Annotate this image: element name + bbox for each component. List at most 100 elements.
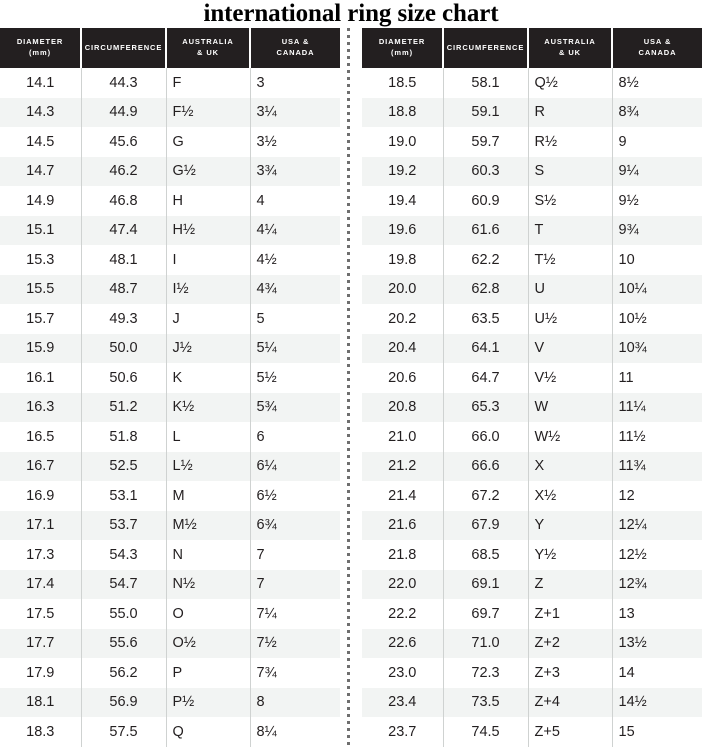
cell-australia-uk: H (166, 186, 251, 216)
cell-diameter: 23.7 (362, 717, 444, 747)
column-header-diameter-line1: DIAMETER (378, 37, 426, 47)
cell-circumference: 53.7 (81, 510, 167, 540)
cell-australia-uk: X (528, 451, 613, 481)
table-row: 21.2 66.6 X 11¾ (362, 451, 702, 481)
table-row: 14.1 44.3 F 3 (0, 68, 340, 98)
cell-australia-uk: K (166, 363, 251, 393)
cell-australia-uk: U½ (528, 304, 613, 334)
cell-usa-canada: 4¾ (256, 281, 277, 298)
ring-size-table-right: DIAMETER (mm) CIRCUMFERENCE AUSTRALIA & … (362, 28, 702, 747)
cell-australia-uk: L (166, 422, 251, 452)
cell-diameter: 14.3 (0, 97, 82, 127)
cell-australia-uk: J (166, 304, 251, 334)
cell-diameter: 22.2 (362, 599, 444, 629)
cell-diameter: 14.1 (0, 68, 82, 98)
table-row: 15.7 49.3 J 5 (0, 304, 340, 334)
cell-australia-uk: W (528, 392, 613, 422)
cell-circumference: 62.8 (443, 274, 529, 304)
table-row: 20.8 65.3 W 11¼ (362, 392, 702, 422)
cell-diameter: 16.9 (0, 481, 82, 511)
left-table-block: DIAMETER (mm) CIRCUMFERENCE AUSTRALIA & … (0, 28, 340, 747)
cell-usa-canada: 3¼ (256, 104, 277, 121)
column-header-circumference: CIRCUMFERENCE (81, 28, 167, 68)
cell-circumference: 55.0 (81, 599, 167, 629)
table-row: 17.9 56.2 P 7¾ (0, 658, 340, 688)
cell-usa-canada: 8 (256, 694, 265, 711)
table-row: 18.3 57.5 Q 8¼ (0, 717, 340, 747)
cell-australia-uk: T (528, 215, 613, 245)
cell-diameter: 15.3 (0, 245, 82, 275)
cell-diameter: 16.3 (0, 392, 82, 422)
table-body-left: 14.1 44.3 F 3 14.3 44.9 F½ 3¼ 14.5 45.6 G 3½ 14.7 46.… (0, 68, 340, 747)
cell-circumference: 47.4 (81, 215, 167, 245)
table-row: 18.8 59.1 R 8¾ (362, 97, 702, 127)
cell-australia-uk: R (528, 97, 613, 127)
cell-diameter: 20.2 (362, 304, 444, 334)
cell-usa-canada: 7 (256, 546, 265, 563)
cell-australia-uk: W½ (528, 422, 613, 452)
cell-diameter: 14.7 (0, 156, 82, 186)
cell-usa-canada: 9½ (618, 192, 639, 209)
cell-australia-uk: G (166, 127, 251, 157)
cell-australia-uk: I (166, 245, 251, 275)
vertical-dotted-divider (347, 28, 350, 747)
cell-usa-canada: 13 (618, 605, 635, 622)
cell-usa-canada: 6½ (256, 487, 277, 504)
cell-circumference: 52.5 (81, 451, 167, 481)
cell-diameter: 18.1 (0, 687, 82, 717)
cell-australia-uk: Q½ (528, 68, 613, 98)
cell-circumference: 68.5 (443, 540, 529, 570)
cell-circumference: 56.2 (81, 658, 167, 688)
cell-circumference: 59.1 (443, 97, 529, 127)
column-header-diameter: DIAMETER (mm) (362, 28, 444, 68)
cell-circumference: 63.5 (443, 304, 529, 334)
cell-australia-uk: N½ (166, 569, 251, 599)
cell-australia-uk: Y (528, 510, 613, 540)
table-row: 17.1 53.7 M½ 6¾ (0, 510, 340, 540)
cell-australia-uk: Z+2 (528, 628, 613, 658)
cell-usa-canada: 11¼ (618, 399, 646, 416)
cell-usa-canada: 12 (618, 487, 635, 504)
cell-usa-canada: 5¼ (256, 340, 277, 357)
cell-australia-uk: F (166, 68, 251, 98)
cell-australia-uk: Z (528, 569, 613, 599)
cell-diameter: 18.8 (362, 97, 444, 127)
cell-diameter: 19.6 (362, 215, 444, 245)
cell-circumference: 46.2 (81, 156, 167, 186)
tables-container: DIAMETER (mm) CIRCUMFERENCE AUSTRALIA & … (0, 28, 702, 747)
cell-diameter: 23.0 (362, 658, 444, 688)
table-row: 19.8 62.2 T½ 10 (362, 245, 702, 275)
cell-australia-uk: N (166, 540, 251, 570)
cell-diameter: 17.7 (0, 628, 82, 658)
cell-usa-canada: 12¼ (618, 517, 647, 534)
table-row: 19.0 59.7 R½ 9 (362, 127, 702, 157)
cell-circumference: 50.0 (81, 333, 167, 363)
table-row: 14.7 46.2 G½ 3¾ (0, 156, 340, 186)
cell-diameter: 14.9 (0, 186, 82, 216)
cell-diameter: 15.9 (0, 333, 82, 363)
table-row: 23.0 72.3 Z+3 14 (362, 658, 702, 688)
header-row: DIAMETER (mm) CIRCUMFERENCE AUSTRALIA & … (0, 28, 340, 68)
cell-diameter: 22.0 (362, 569, 444, 599)
cell-australia-uk: M (166, 481, 251, 511)
column-header-diameter-line2: (mm) (29, 48, 51, 57)
cell-australia-uk: Z+5 (528, 717, 613, 747)
cell-usa-canada: 3¾ (256, 163, 277, 180)
cell-usa-canada: 11½ (618, 428, 646, 445)
table-row: 16.3 51.2 K½ 5¾ (0, 392, 340, 422)
cell-circumference: 57.5 (81, 717, 167, 747)
cell-circumference: 71.0 (443, 628, 529, 658)
cell-circumference: 60.3 (443, 156, 529, 186)
table-row: 21.0 66.0 W½ 11½ (362, 422, 702, 452)
table-row: 19.2 60.3 S 9¼ (362, 156, 702, 186)
cell-circumference: 45.6 (81, 127, 167, 157)
table-row: 15.1 47.4 H½ 4¼ (0, 215, 340, 245)
cell-diameter: 19.0 (362, 127, 444, 157)
table-row: 14.9 46.8 H 4 (0, 186, 340, 216)
table-row: 17.3 54.3 N 7 (0, 540, 340, 570)
cell-circumference: 49.3 (81, 304, 167, 334)
cell-circumference: 48.1 (81, 245, 167, 275)
cell-usa-canada: 9 (618, 133, 627, 150)
cell-australia-uk: K½ (166, 392, 251, 422)
cell-australia-uk: Z+3 (528, 658, 613, 688)
